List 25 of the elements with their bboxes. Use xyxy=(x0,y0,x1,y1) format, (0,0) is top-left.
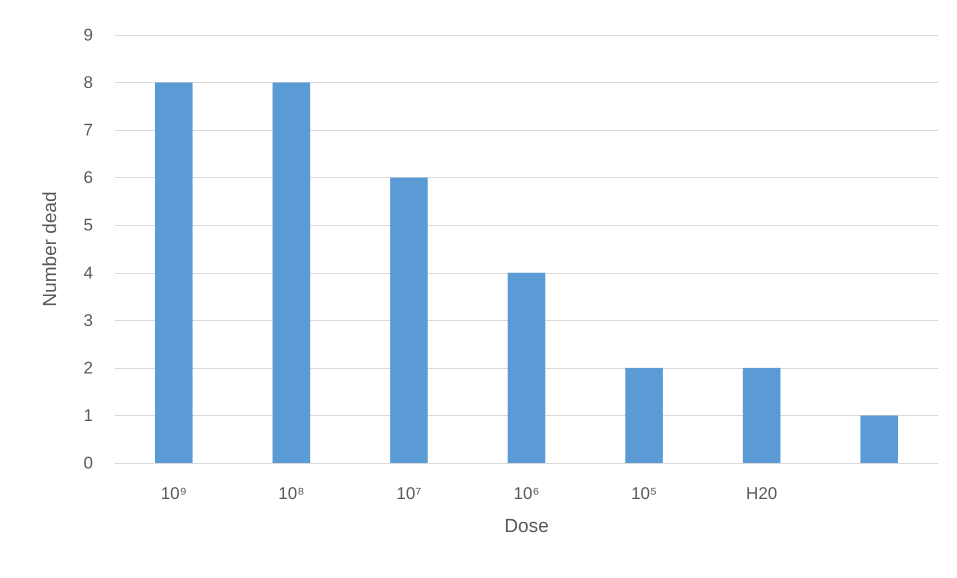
x-tick-label: 10⁶ xyxy=(514,484,540,503)
x-tick-label: 10⁹ xyxy=(160,484,187,503)
y-tick-label: 2 xyxy=(84,358,93,378)
y-tick-label: 4 xyxy=(84,263,93,282)
y-tick-label: 5 xyxy=(84,216,93,235)
y-tick-label: 3 xyxy=(84,310,93,330)
bar xyxy=(742,368,780,463)
x-axis-title: Dose xyxy=(504,516,549,537)
x-tick-label: 10⁵ xyxy=(631,484,658,503)
bar xyxy=(860,415,898,463)
y-tick-label: 7 xyxy=(84,120,93,140)
y-axis-title: Number dead xyxy=(40,191,61,307)
y-tick-label: 6 xyxy=(84,168,93,188)
x-tick-label: 10⁷ xyxy=(396,484,422,503)
bar xyxy=(390,178,428,463)
bar xyxy=(508,272,546,463)
x-tick-label: H20 xyxy=(746,484,778,503)
x-tick-label: 10⁸ xyxy=(278,484,304,503)
y-tick-label: 0 xyxy=(84,454,93,472)
y-tick-label: 1 xyxy=(84,406,93,425)
bar xyxy=(154,82,193,463)
bar xyxy=(272,82,310,463)
y-tick-label: 9 xyxy=(84,26,93,44)
y-tick-label: 8 xyxy=(84,73,93,92)
bar xyxy=(625,368,663,463)
